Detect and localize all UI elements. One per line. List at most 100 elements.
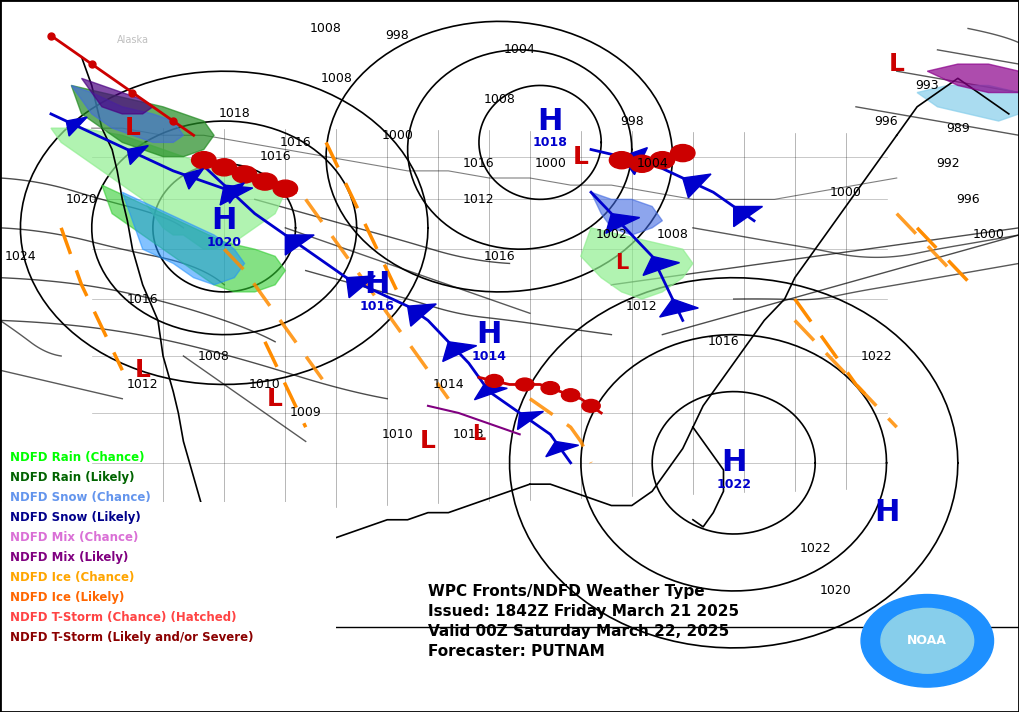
Text: 1016: 1016: [259, 150, 291, 163]
Polygon shape: [546, 441, 579, 456]
Text: 1016: 1016: [483, 250, 516, 263]
Polygon shape: [643, 256, 680, 276]
Polygon shape: [581, 228, 693, 299]
Text: 1016: 1016: [463, 157, 495, 170]
Circle shape: [609, 152, 634, 169]
Polygon shape: [683, 174, 711, 198]
Text: 1016: 1016: [126, 293, 159, 305]
Text: 1016: 1016: [360, 300, 394, 313]
Polygon shape: [659, 299, 698, 317]
Text: 1018: 1018: [533, 136, 568, 149]
Text: 1000: 1000: [972, 229, 1005, 241]
Text: NDFD Ice (Likely): NDFD Ice (Likely): [10, 591, 124, 604]
Text: 1002: 1002: [595, 229, 628, 241]
Text: NDFD Mix (Likely): NDFD Mix (Likely): [10, 551, 128, 564]
Circle shape: [671, 145, 695, 162]
Text: NDFD T-Storm (Chance) (Hatched): NDFD T-Storm (Chance) (Hatched): [10, 611, 236, 624]
Text: 998: 998: [385, 29, 410, 42]
Text: Valid 00Z Saturday March 22, 2025: Valid 00Z Saturday March 22, 2025: [428, 624, 730, 639]
Text: 1016: 1016: [279, 136, 312, 149]
Polygon shape: [122, 192, 245, 285]
Text: 989: 989: [946, 122, 970, 135]
Text: NDFD Mix (Chance): NDFD Mix (Chance): [10, 531, 139, 544]
Text: 1008: 1008: [320, 72, 353, 85]
Polygon shape: [917, 85, 1019, 121]
Circle shape: [561, 389, 580, 402]
Text: NDFD Snow (Chance): NDFD Snow (Chance): [10, 491, 151, 504]
Text: 1008: 1008: [483, 93, 516, 106]
Text: H: H: [874, 498, 899, 527]
Circle shape: [212, 159, 236, 176]
Circle shape: [650, 152, 675, 169]
Text: NDFD Snow (Likely): NDFD Snow (Likely): [10, 511, 141, 524]
Text: L: L: [573, 145, 589, 169]
Polygon shape: [346, 276, 375, 298]
Text: 1008: 1008: [198, 350, 230, 362]
Polygon shape: [734, 206, 762, 226]
FancyBboxPatch shape: [0, 0, 1019, 627]
Text: 1014: 1014: [472, 350, 506, 362]
Text: H: H: [365, 271, 389, 299]
Text: 1013: 1013: [452, 428, 485, 441]
Circle shape: [630, 155, 654, 172]
Text: L: L: [889, 52, 905, 76]
Text: H: H: [477, 320, 501, 349]
Polygon shape: [927, 64, 1019, 93]
Text: Alaska: Alaska: [116, 35, 149, 45]
Circle shape: [861, 595, 994, 687]
Polygon shape: [605, 214, 640, 234]
Circle shape: [516, 378, 534, 391]
Text: 993: 993: [915, 79, 940, 92]
Polygon shape: [475, 384, 507, 399]
Circle shape: [253, 173, 277, 190]
Polygon shape: [220, 185, 253, 205]
Text: 1012: 1012: [626, 300, 658, 313]
Polygon shape: [102, 185, 285, 292]
Polygon shape: [518, 412, 543, 429]
Text: 1008: 1008: [656, 229, 689, 241]
Circle shape: [232, 166, 257, 183]
Text: 1010: 1010: [381, 428, 414, 441]
Polygon shape: [71, 85, 183, 142]
Polygon shape: [285, 235, 314, 255]
Text: 1010: 1010: [249, 378, 281, 391]
Text: 992: 992: [935, 157, 960, 170]
Polygon shape: [408, 304, 436, 326]
Polygon shape: [442, 342, 477, 362]
Text: 1020: 1020: [65, 193, 98, 206]
Circle shape: [485, 375, 503, 387]
Circle shape: [541, 382, 559, 394]
Polygon shape: [51, 128, 285, 249]
Polygon shape: [82, 78, 153, 114]
Circle shape: [582, 399, 600, 412]
Text: 1000: 1000: [381, 129, 414, 142]
Text: H: H: [212, 206, 236, 235]
Text: H: H: [538, 107, 562, 135]
Polygon shape: [622, 147, 647, 174]
Text: 1000: 1000: [534, 157, 567, 170]
Text: 1000: 1000: [829, 186, 862, 199]
Text: Issued: 1842Z Friday March 21 2025: Issued: 1842Z Friday March 21 2025: [428, 604, 739, 619]
Text: 1020: 1020: [819, 585, 852, 597]
Text: 996: 996: [956, 193, 980, 206]
Text: 1024: 1024: [4, 250, 37, 263]
Text: 998: 998: [620, 115, 644, 127]
Text: NDFD Rain (Chance): NDFD Rain (Chance): [10, 451, 145, 464]
Text: 1004: 1004: [636, 157, 668, 170]
Text: L: L: [473, 424, 486, 444]
Text: NOAA: NOAA: [907, 634, 948, 647]
Text: 1020: 1020: [207, 236, 242, 248]
Circle shape: [881, 608, 974, 674]
Text: L: L: [615, 253, 629, 273]
Text: 1009: 1009: [289, 407, 322, 419]
Text: 1008: 1008: [310, 22, 342, 35]
Text: 1018: 1018: [218, 108, 251, 120]
Text: 1022: 1022: [716, 478, 751, 491]
Text: 1004: 1004: [503, 43, 536, 56]
Text: H: H: [721, 449, 746, 477]
FancyBboxPatch shape: [0, 502, 336, 712]
Text: 1012: 1012: [126, 378, 159, 391]
Text: 996: 996: [874, 115, 899, 127]
Text: L: L: [420, 429, 436, 454]
Text: WPC Fronts/NDFD Weather Type: WPC Fronts/NDFD Weather Type: [428, 584, 704, 599]
